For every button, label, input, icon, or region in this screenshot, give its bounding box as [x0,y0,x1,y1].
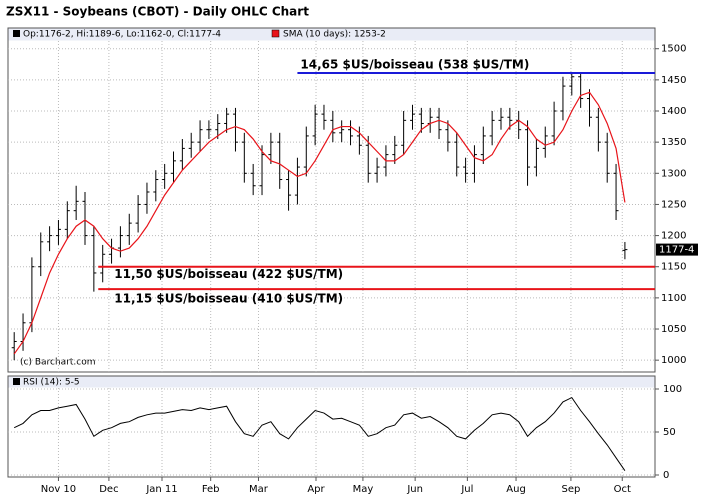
price-legend-band [8,28,655,41]
y-tick-label: 1450 [661,75,686,86]
y-tick-label: 1100 [661,293,686,304]
y-tick-label: 0 [663,470,669,481]
x-tick-label: Aug [506,484,526,495]
rsi-legend-swatch [13,378,20,385]
chart-title: ZSX11 - Soybeans (CBOT) - Daily OHLC Cha… [6,5,309,19]
x-tick-label: May [353,484,374,495]
rsi-line [13,396,626,471]
last-price-label: 1177-4 [659,245,694,256]
y-tick-label: 1500 [661,44,686,55]
x-tick-label: Apr [307,484,325,495]
x-tick-label: Oct [614,484,631,495]
sma-legend-swatch [271,29,280,38]
sma-line [13,91,626,355]
rsi-panel [7,375,656,478]
x-tick-label: Jan 11 [145,484,177,495]
sma-legend: SMA (10 days): 1253-2 [283,30,386,40]
x-tick-label: Feb [202,484,220,495]
y-tick-label: 1000 [661,355,686,366]
x-tick-label: Sep [561,484,580,495]
y-tick-label: 100 [663,384,682,395]
y-tick-label: 1150 [661,262,686,273]
x-tick-label: Jun [406,484,423,495]
x-tick-label: Jul [460,484,473,495]
price-panel [7,27,656,373]
y-tick-label: 1300 [661,168,686,179]
source: (c) Barchart.com [20,358,96,368]
y-tick-label: 1350 [661,137,686,148]
ohlc-legend: Op:1176-2, Hi:1189-6, Lo:1162-0, Cl:1177… [23,30,221,40]
rsi-legend-band [8,376,655,388]
y-tick-label: 1200 [661,231,686,242]
rsi-legend: RSI (14): 5-5 [23,378,80,388]
x-tick-label: Dec [99,484,118,495]
last-price-box [656,243,698,256]
ohlc-legend-swatch [13,30,20,37]
y-tick-label: 50 [663,427,676,438]
y-tick-label: 1050 [661,324,686,335]
annotation-label: 14,65 $US/boisseau (538 $US/TM) [300,58,529,72]
x-tick-label: Mar [249,484,269,495]
x-tick-label: Nov 10 [41,484,76,495]
y-tick-label: 1400 [661,106,686,117]
annotation-label: 11,50 $US/boisseau (422 $US/TM) [114,267,343,281]
y-tick-label: 1250 [661,199,686,210]
annotation-label: 11,15 $US/boisseau (410 $US/TM) [114,292,343,306]
